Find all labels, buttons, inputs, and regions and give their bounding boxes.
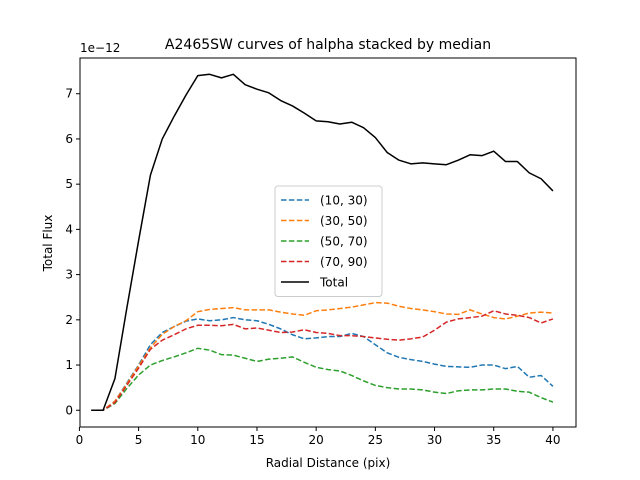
axes-frame: [79, 57, 577, 428]
x-tick-label: 0: [76, 433, 84, 447]
series-line-30-50: [91, 301, 553, 412]
y-tick-label: 6: [65, 132, 73, 146]
x-ticks: 0 5 10 15 20 25 30 35 40: [76, 427, 561, 447]
x-tick-label: 20: [309, 433, 324, 447]
x-tick-label: 25: [368, 433, 383, 447]
series-group: [91, 73, 554, 412]
legend-label: (30, 50): [320, 214, 368, 228]
x-axis-label: Radial Distance (pix): [266, 456, 391, 470]
x-tick-label: 30: [427, 433, 442, 447]
legend-label: (50, 70): [320, 235, 368, 249]
legend-box: [274, 185, 383, 297]
y-tick-label: 1: [65, 358, 73, 372]
legend-label: (70, 90): [320, 255, 368, 269]
y-axis-label: Total Flux: [41, 215, 55, 273]
series-line-total: [91, 73, 554, 412]
y-tick-label: 3: [65, 268, 73, 282]
x-tick-label: 40: [545, 433, 560, 447]
x-tick-label: 15: [249, 433, 264, 447]
y-tick-label: 0: [65, 403, 73, 417]
y-ticks: 0 1 2 3 4 5 6 7: [65, 87, 80, 417]
y-tick-label: 7: [65, 87, 73, 101]
y-tick-label: 2: [65, 313, 73, 327]
y-offset-label: 1e−12: [80, 41, 120, 55]
series-line-10-30: [91, 316, 554, 412]
y-tick-label: 4: [65, 222, 73, 236]
series-line-70-90: [91, 310, 554, 412]
legend: (10, 30) (30, 50) (50, 70) (70, 90) Total: [274, 185, 383, 297]
legend-label: Total: [319, 276, 348, 290]
y-tick-label: 5: [65, 177, 73, 191]
x-tick-label: 10: [190, 433, 205, 447]
x-tick-label: 35: [486, 433, 501, 447]
chart-title: A2465SW curves of halpha stacked by medi…: [165, 37, 491, 53]
x-tick-label: 5: [135, 433, 143, 447]
series-line-50-70: [91, 347, 554, 412]
legend-label: (10, 30): [320, 194, 368, 208]
